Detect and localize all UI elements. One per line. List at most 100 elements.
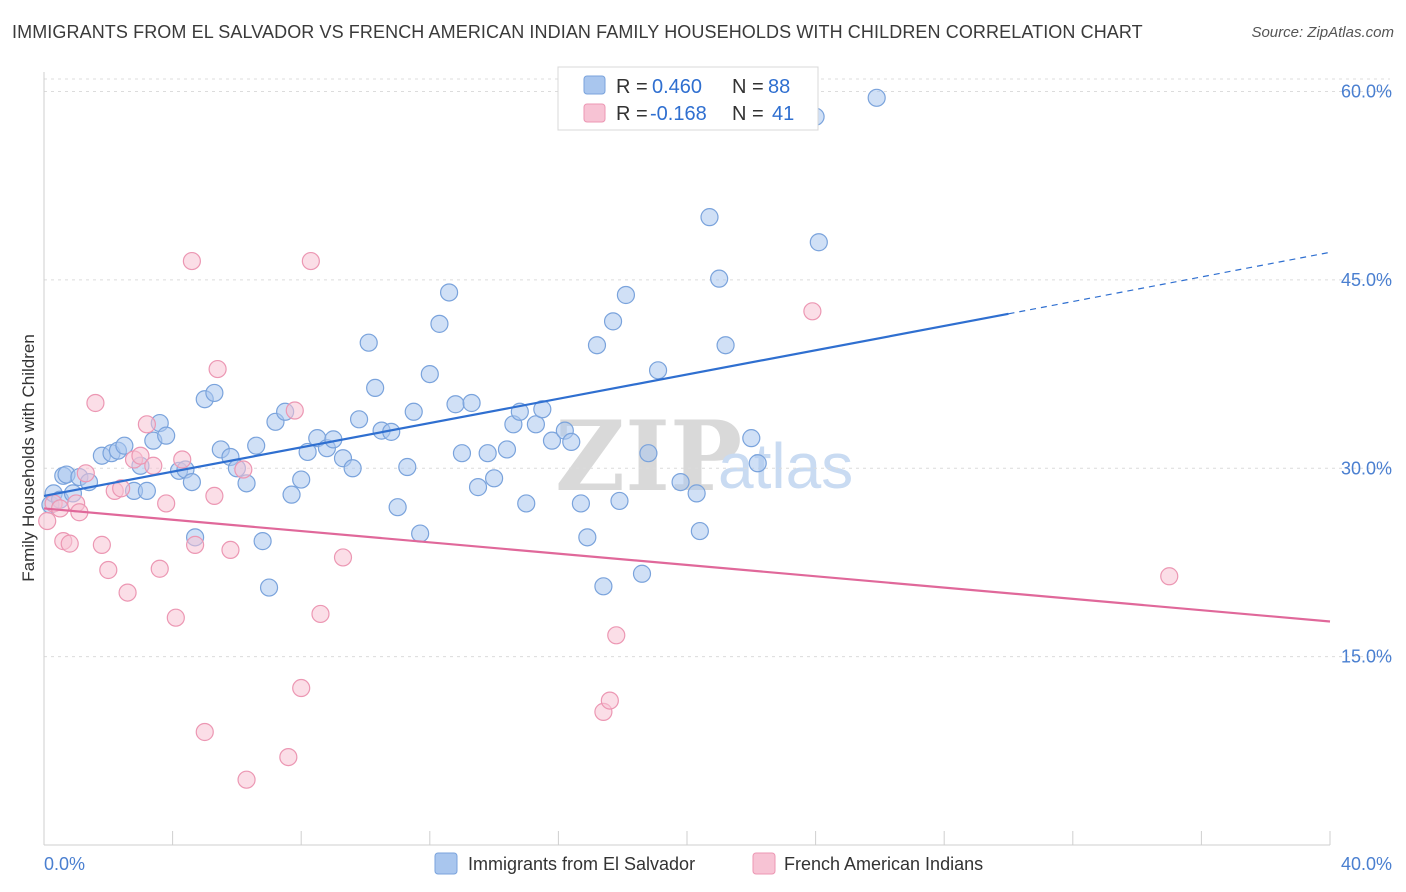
point-el-salvador — [671, 472, 690, 492]
trend-line-extension — [1008, 251, 1331, 315]
point-el-salvador — [542, 431, 562, 450]
point-el-salvador — [398, 457, 417, 477]
series-legend-label-1: Immigrants from El Salvador — [468, 854, 695, 874]
point-french-american-indian — [76, 464, 95, 483]
point-el-salvador — [578, 528, 597, 547]
point-el-salvador — [603, 312, 623, 331]
point-el-salvador — [748, 454, 767, 473]
point-french-american-indian — [285, 401, 304, 420]
point-el-salvador — [182, 472, 201, 492]
point-el-salvador — [468, 478, 488, 497]
trend-lines — [43, 251, 1331, 623]
point-el-salvador — [632, 564, 652, 583]
point-french-american-indian — [279, 747, 298, 767]
point-el-salvador — [247, 436, 266, 455]
watermark-atlas: atlas — [718, 430, 853, 502]
point-el-salvador — [648, 361, 668, 380]
point-el-salvador — [115, 436, 134, 455]
point-french-american-indian — [234, 460, 253, 479]
point-el-salvador — [359, 333, 378, 352]
y-tick-label: 60.0% — [1341, 82, 1392, 102]
point-el-salvador — [452, 444, 472, 463]
point-french-american-indian — [144, 456, 163, 475]
point-el-salvador — [430, 314, 449, 333]
point-el-salvador — [616, 285, 636, 305]
point-french-american-indian — [292, 678, 311, 698]
point-french-american-indian — [221, 540, 240, 560]
point-el-salvador — [411, 524, 430, 543]
point-el-salvador — [639, 444, 658, 463]
legend-r-value-1: 0.460 — [652, 76, 702, 98]
point-el-salvador — [610, 491, 629, 511]
point-french-american-indian — [86, 393, 105, 413]
x-tick-label-max: 40.0% — [1341, 854, 1392, 874]
point-el-salvador — [366, 378, 385, 398]
legend-n-value-2: 41 — [772, 103, 794, 125]
point-el-salvador — [462, 393, 481, 413]
point-french-american-indian — [60, 534, 79, 553]
point-el-salvador — [687, 484, 706, 503]
legend-r-value-2: -0.168 — [650, 103, 707, 125]
point-el-salvador — [485, 469, 504, 488]
point-french-american-indian — [173, 450, 192, 469]
legend-swatch-pink — [583, 103, 606, 123]
series-legend: Immigrants from El Salvador French Ameri… — [434, 852, 983, 875]
point-el-salvador — [259, 578, 279, 597]
point-el-salvador — [282, 485, 301, 504]
legend-r-label-2: R = — [616, 103, 648, 125]
x-tick-labels: 0.0% 40.0% — [44, 854, 1392, 874]
point-el-salvador — [517, 494, 536, 513]
point-el-salvador — [690, 521, 709, 541]
trend-line-el-salvador — [43, 312, 1009, 497]
point-el-salvador — [571, 494, 591, 513]
y-axis-label: Family Households with Children — [19, 334, 38, 582]
point-el-salvador — [292, 470, 311, 489]
point-el-salvador — [343, 459, 362, 478]
point-el-salvador — [420, 364, 439, 384]
point-el-salvador — [867, 88, 886, 107]
point-french-american-indian — [150, 559, 169, 578]
point-el-salvador — [710, 269, 729, 288]
point-french-american-indian — [38, 511, 57, 531]
point-el-salvador — [253, 532, 272, 551]
point-el-salvador — [137, 481, 156, 500]
point-french-american-indian — [600, 691, 619, 710]
point-el-salvador — [562, 432, 581, 452]
point-el-salvador — [587, 336, 607, 355]
point-french-american-indian — [118, 583, 137, 602]
point-french-american-indian — [99, 560, 118, 580]
point-el-salvador — [700, 208, 719, 227]
point-french-american-indian — [333, 548, 353, 567]
y-tick-label: 45.0% — [1341, 270, 1392, 290]
point-el-salvador — [404, 402, 423, 421]
x-tick-marks — [43, 831, 1331, 845]
y-tick-label: 30.0% — [1341, 458, 1392, 478]
series-legend-label-2: French American Indians — [784, 854, 983, 874]
legend-n-value-1: 88 — [768, 76, 790, 98]
trend-line-french-american-indian — [43, 507, 1331, 623]
chart-title: IMMIGRANTS FROM EL SALVADOR VS FRENCH AM… — [12, 22, 1143, 42]
y-tick-label: 15.0% — [1341, 647, 1392, 667]
point-french-american-indian — [208, 359, 227, 379]
point-french-american-indian — [1160, 567, 1179, 586]
point-french-american-indian — [237, 770, 256, 789]
point-french-american-indian — [301, 251, 320, 271]
point-el-salvador — [478, 444, 497, 463]
point-el-salvador — [497, 440, 517, 459]
point-el-salvador — [388, 498, 407, 517]
point-el-salvador — [439, 283, 459, 302]
data-points — [38, 88, 1179, 789]
point-french-american-indian — [195, 722, 214, 742]
point-french-american-indian — [311, 604, 330, 624]
x-tick-label-min: 0.0% — [44, 854, 85, 874]
correlation-legend: R = 0.460 N = 88 R = -0.168 N = 41 — [557, 66, 819, 131]
legend-r-label-1: R = — [616, 76, 648, 98]
point-french-american-indian — [137, 415, 156, 434]
point-french-american-indian — [112, 479, 131, 498]
point-french-american-indian — [803, 302, 822, 321]
point-el-salvador — [809, 233, 828, 252]
point-french-american-indian — [92, 535, 111, 554]
source-credit: Source: ZipAtlas.com — [1251, 24, 1394, 41]
point-el-salvador — [526, 415, 545, 434]
point-french-american-indian — [166, 608, 185, 627]
